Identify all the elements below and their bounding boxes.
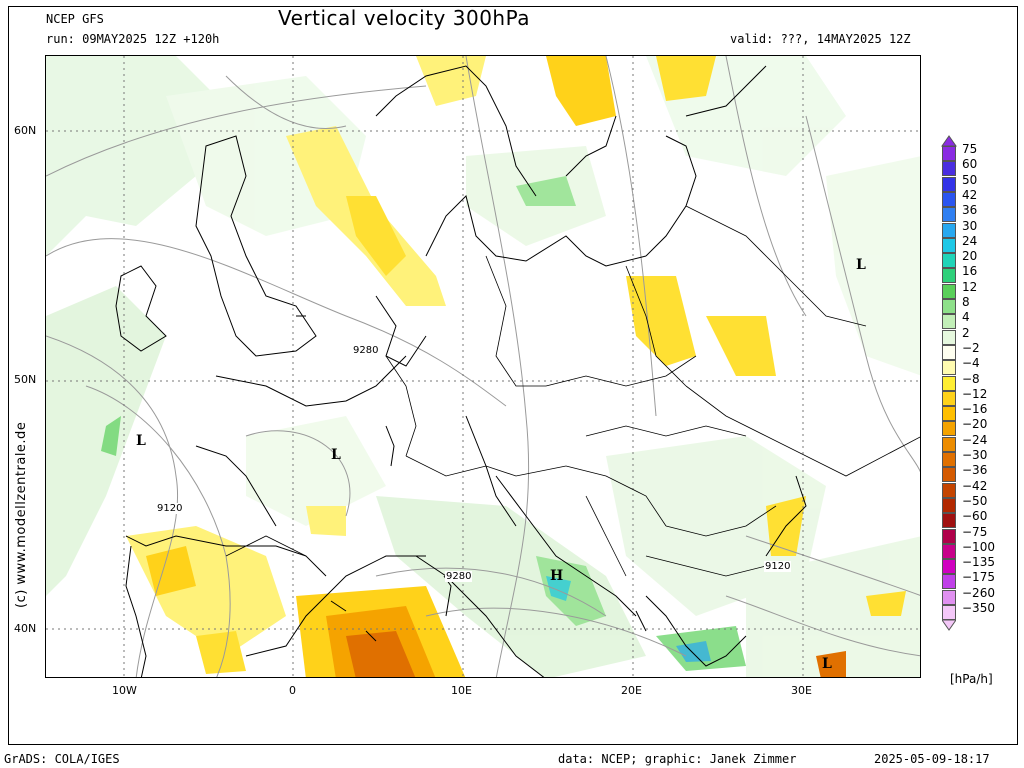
- data-credit: data: NCEP; graphic: Janek Zimmer: [558, 752, 797, 766]
- legend-level-label: 20: [962, 249, 978, 264]
- legend-level-label: 30: [962, 218, 978, 233]
- legend-swatch: [942, 375, 956, 391]
- contour-label: 9120: [764, 561, 792, 572]
- valid-time: valid: ???, 14MAY2025 12Z: [730, 32, 911, 46]
- low-pressure-label: L: [856, 257, 866, 273]
- lat-label-60n: 60N: [14, 124, 37, 137]
- legend-unit: [hPa/h]: [950, 672, 993, 686]
- legend-level-label: −20: [962, 417, 988, 432]
- legend-level-label: −16: [962, 402, 988, 417]
- legend-swatch: [942, 543, 956, 559]
- legend-swatch: [942, 329, 956, 345]
- generation-timestamp: 2025-05-09-18:17: [874, 752, 990, 766]
- legend-swatch: [942, 559, 956, 575]
- legend-level-label: 36: [962, 203, 978, 218]
- legend-swatch: [942, 528, 956, 544]
- legend-level-label: −30: [962, 448, 988, 462]
- legend-level-label: −135: [962, 555, 995, 570]
- legend-level-label: −4: [962, 356, 980, 371]
- legend-level-label: 42: [962, 187, 978, 202]
- graticule: [46, 56, 920, 677]
- legend-level-label: −75: [962, 524, 988, 539]
- legend-swatch: [942, 360, 956, 376]
- legend-level-label: −50: [962, 493, 988, 508]
- legend-level-label: 2: [962, 325, 970, 340]
- legend-swatch: [942, 314, 956, 330]
- watermark: (c) www.modellzentrale.de: [14, 421, 29, 608]
- coastlines: [115, 65, 807, 677]
- chart-title: Vertical velocity 300hPa: [278, 6, 531, 30]
- legend-swatch: [942, 482, 956, 498]
- legend-level-label: 24: [962, 233, 978, 248]
- legend-level-label: −350: [962, 601, 995, 615]
- legend-swatch: [942, 406, 956, 422]
- legend-swatch: [942, 574, 956, 590]
- legend-swatch: [942, 436, 956, 452]
- legend-level-label: −8: [962, 371, 980, 386]
- legend-bottom-arrow: [942, 620, 956, 632]
- legend-level-label: −12: [962, 386, 988, 401]
- legend-level-label: 60: [962, 157, 978, 172]
- legend-swatch: [942, 161, 956, 177]
- legend-swatch: [942, 191, 956, 207]
- legend-level-label: 16: [962, 264, 978, 279]
- legend-top-arrow: [941, 135, 957, 147]
- legend-level-label: −36: [962, 463, 988, 478]
- legend-swatch: [942, 390, 956, 406]
- low-pressure-label: L: [822, 656, 832, 672]
- downward-motion-areas: [126, 56, 906, 677]
- legend-level-label: −42: [962, 478, 988, 493]
- contour-label: 9280: [445, 571, 473, 582]
- legend-swatch: [942, 237, 956, 253]
- model-name: NCEP GFS: [46, 12, 104, 26]
- lon-label-0: 0: [289, 684, 296, 697]
- legend-swatch: [942, 146, 956, 161]
- legend-level-label: 4: [962, 310, 970, 325]
- lat-label-50n: 50N: [14, 373, 37, 386]
- run-info: run: 09MAY2025 12Z +120h: [46, 32, 220, 46]
- legend-level-label: −260: [962, 585, 995, 600]
- legend-swatch: [942, 176, 956, 192]
- legend-swatch: [942, 299, 956, 314]
- legend-swatch: [942, 467, 956, 483]
- grads-credit: GrADS: COLA/IGES: [4, 752, 120, 766]
- lat-label-40n: 40N: [14, 622, 37, 635]
- legend-swatch: [942, 283, 956, 299]
- legend-level-label: −100: [962, 539, 995, 554]
- lon-label-10w: 10W: [112, 684, 137, 697]
- geopotential-contours: [46, 56, 920, 677]
- legend-swatch: [942, 605, 956, 620]
- legend-level-label: −175: [962, 570, 995, 585]
- weather-map: L L L H L 9280 9120 9280 9120: [45, 55, 921, 678]
- legend-level-label: 50: [962, 172, 978, 187]
- high-pressure-label: H: [550, 568, 564, 584]
- lon-label-10e: 10E: [451, 684, 472, 697]
- figure-frame: [8, 6, 1018, 745]
- legend-level-label: −2: [962, 340, 980, 355]
- low-pressure-label: L: [331, 447, 341, 463]
- legend-level-label: 75: [962, 142, 978, 156]
- country-borders: [225, 205, 920, 577]
- low-pressure-label: L: [136, 433, 146, 449]
- lon-label-30e: 30E: [791, 684, 812, 697]
- legend-swatch: [942, 513, 956, 529]
- legend-swatch: [942, 344, 956, 360]
- legend-swatch: [942, 589, 956, 605]
- contour-label: 9120: [156, 503, 184, 514]
- legend-level-label: −60: [962, 509, 988, 524]
- legend-swatch: [942, 222, 956, 238]
- legend-level-label: 8: [962, 295, 970, 309]
- legend-swatch: [942, 207, 956, 223]
- legend-level-label: −24: [962, 432, 988, 447]
- legend-swatch: [942, 497, 956, 513]
- legend-swatch: [942, 268, 956, 284]
- legend-swatch: [942, 452, 956, 467]
- legend-swatch: [942, 253, 956, 269]
- lon-label-20e: 20E: [621, 684, 642, 697]
- contour-label: 9280: [352, 345, 380, 356]
- legend-level-label: 12: [962, 279, 978, 294]
- legend-swatch: [942, 421, 956, 437]
- strong-upward-areas: [101, 176, 746, 671]
- map-canvas: [46, 56, 920, 677]
